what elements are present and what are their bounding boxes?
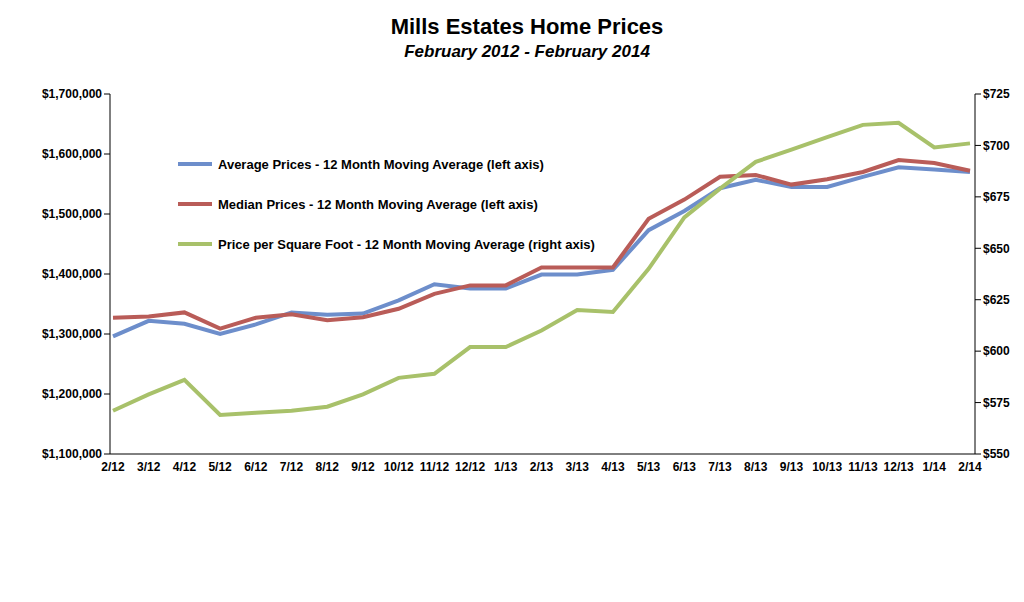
svg-text:7/12: 7/12 [280,460,304,474]
html-text:Median Prices - 12 Month Movin: Median Prices - 12 Month Moving Average … [218,196,538,212]
svg-text:$700: $700 [983,139,1010,153]
svg-text:1/13: 1/13 [494,460,518,474]
svg-text:$1,400,000: $1,400,000 [42,267,102,281]
svg-text:2/12: 2/12 [101,460,125,474]
svg-text:$550: $550 [983,447,1010,461]
svg-text:10/12: 10/12 [384,460,414,474]
svg-text:11/12: 11/12 [420,460,450,474]
html-text:February 2012 - February 2014: February 2012 - February 2014 [404,42,650,61]
svg-text:9/12: 9/12 [351,460,375,474]
svg-text:$1,600,000: $1,600,000 [42,147,102,161]
svg-text:12/13: 12/13 [884,460,914,474]
html-text:Average Prices - 12 Month Movi: Average Prices - 12 Month Moving Average… [218,156,544,172]
svg-text:$725: $725 [983,87,1010,101]
svg-text:5/12: 5/12 [208,460,232,474]
svg-text:$1,500,000: $1,500,000 [42,207,102,221]
svg-text:6/13: 6/13 [673,460,697,474]
svg-text:$1,200,000: $1,200,000 [42,387,102,401]
svg-text:11/13: 11/13 [848,460,878,474]
svg-text:6/12: 6/12 [244,460,268,474]
svg-text:1/14: 1/14 [923,460,947,474]
svg-text:8/12: 8/12 [316,460,340,474]
svg-text:$1,700,000: $1,700,000 [42,87,102,101]
svg-text:$575: $575 [983,396,1010,410]
svg-text:7/13: 7/13 [708,460,732,474]
svg-text:$600: $600 [983,344,1010,358]
svg-text:$1,300,000: $1,300,000 [42,327,102,341]
svg-text:10/13: 10/13 [812,460,842,474]
svg-text:4/12: 4/12 [173,460,197,474]
html-text:Mills Estates Home Prices: Mills Estates Home Prices [390,14,664,39]
svg-text:2/14: 2/14 [958,460,982,474]
svg-text:3/12: 3/12 [137,460,161,474]
svg-text:$1,100,000: $1,100,000 [42,447,102,461]
svg-text:$650: $650 [983,242,1010,256]
svg-text:4/13: 4/13 [601,460,625,474]
svg-text:8/13: 8/13 [744,460,768,474]
svg-text:$625: $625 [983,293,1010,307]
svg-text:2/13: 2/13 [530,460,554,474]
svg-text:9/13: 9/13 [780,460,804,474]
svg-text:$675: $675 [983,190,1010,204]
svg-text:12/12: 12/12 [455,460,485,474]
svg-text:5/13: 5/13 [637,460,661,474]
svg-text:3/13: 3/13 [566,460,590,474]
html-text:Price per Square Foot - 12 Mon: Price per Square Foot - 12 Month Moving … [218,236,595,252]
